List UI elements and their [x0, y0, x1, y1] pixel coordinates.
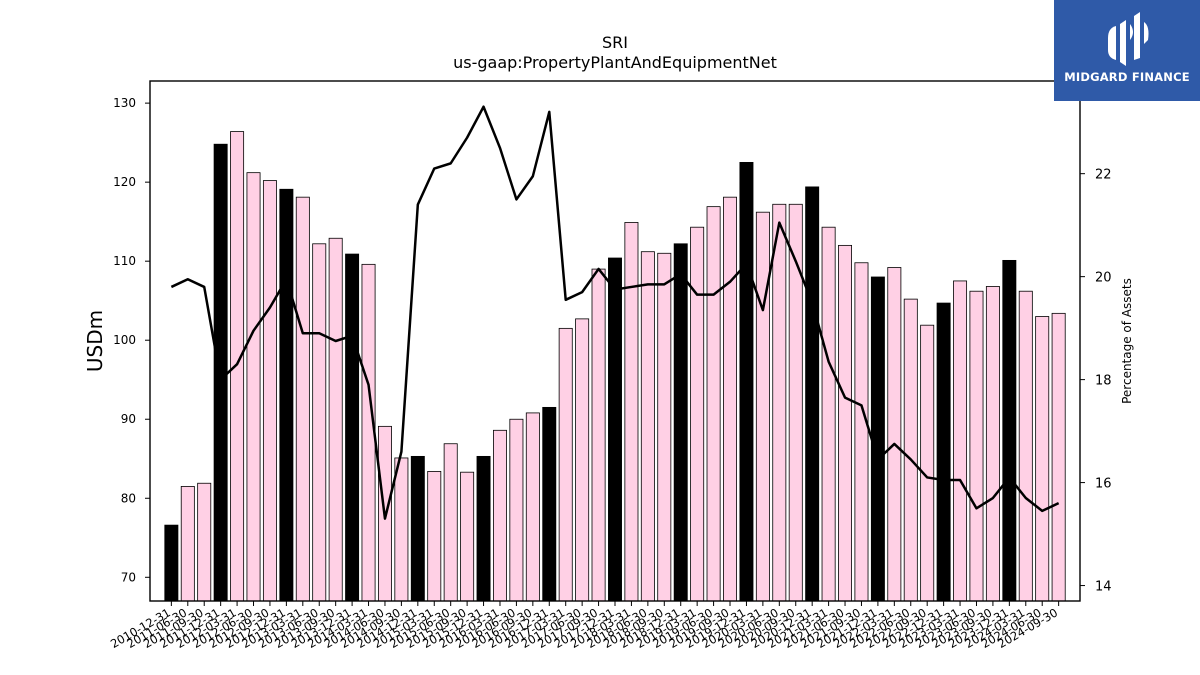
midgard-logo-icon [1108, 12, 1149, 66]
bar [476, 455, 491, 602]
bar [328, 237, 343, 602]
bar [493, 429, 507, 602]
bar [887, 267, 902, 602]
bar [608, 257, 622, 602]
y-axis-label-right: Percentage of Assets [1120, 278, 1134, 404]
y-tick-label: 70 [121, 570, 136, 584]
bar [1018, 290, 1033, 602]
bar [460, 471, 475, 602]
bar [525, 412, 540, 602]
bar [969, 290, 984, 602]
bar [197, 482, 212, 602]
chart-title: SRI [602, 33, 628, 52]
bar [312, 243, 327, 602]
bar [279, 188, 294, 602]
bar [903, 298, 918, 602]
bar [821, 226, 836, 602]
bar [361, 263, 376, 602]
logo-text: MIDGARD FINANCE [1064, 70, 1190, 84]
bar [690, 226, 705, 602]
bar [739, 161, 754, 602]
chart-subtitle: us-gaap:PropertyPlantAndEquipmentNet [453, 53, 777, 72]
bar [180, 486, 195, 602]
bar-series [164, 131, 1066, 602]
x-axis: 2010-12-312011-06-302011-09-302011-12-31… [108, 601, 1060, 651]
bar [805, 186, 820, 602]
midgard-finance-logo: MIDGARD FINANCE [1054, 0, 1200, 101]
y-tick-label-right: 18 [1095, 374, 1112, 389]
percentage-line [170, 105, 1060, 520]
bar [443, 443, 458, 602]
bar [427, 470, 442, 602]
y-tick-label: 110 [113, 254, 136, 268]
bar [755, 211, 770, 602]
bar [410, 455, 425, 602]
bar [1051, 312, 1066, 602]
left-axis: 70 80 90 100 110 120 130 [113, 96, 150, 584]
bar [772, 203, 787, 602]
y-tick-label-right: 16 [1095, 477, 1112, 492]
bar [673, 243, 688, 602]
bar [640, 251, 655, 602]
y-tick-label-right: 14 [1095, 580, 1112, 595]
y-tick-label-right: 22 [1095, 168, 1112, 183]
bar [230, 131, 245, 602]
bar [164, 524, 179, 602]
right-axis: 14 16 18 20 22 [1080, 168, 1112, 595]
bar [262, 180, 277, 602]
y-axis-label: USDm [83, 310, 107, 372]
bar [558, 327, 573, 602]
bar [870, 276, 885, 602]
bar [1035, 316, 1050, 602]
line-series [170, 105, 1060, 520]
bar [295, 196, 310, 602]
y-tick-label: 90 [121, 412, 136, 426]
bar [1002, 259, 1017, 602]
bar [985, 286, 1000, 602]
bar [246, 172, 261, 602]
y-tick-label-right: 20 [1095, 271, 1112, 286]
bar [657, 252, 672, 602]
bar [953, 280, 968, 602]
bar [575, 318, 590, 602]
bar [838, 244, 853, 602]
bar [591, 268, 606, 602]
bar [394, 457, 409, 602]
bar [854, 262, 869, 602]
bar [345, 253, 360, 602]
bar [624, 222, 639, 602]
y-tick-label: 120 [113, 175, 136, 189]
bar [936, 302, 951, 602]
bar [706, 206, 721, 602]
bar [509, 418, 524, 602]
y-tick-label: 100 [113, 333, 136, 347]
y-tick-label: 130 [113, 96, 136, 110]
y-tick-label: 80 [121, 491, 136, 505]
bar [920, 324, 935, 602]
bar [542, 406, 557, 602]
bar [723, 196, 737, 602]
